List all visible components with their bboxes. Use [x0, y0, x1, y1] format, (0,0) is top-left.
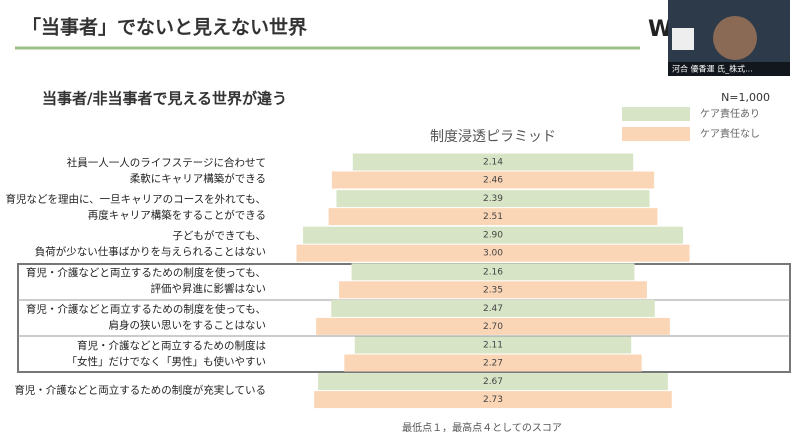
- category-label: 育児・介護などと両立するための制度を使っても、: [26, 266, 266, 279]
- value-label: 2.11: [483, 341, 503, 351]
- sample-size: N=1,000: [721, 91, 770, 104]
- category-label: 育児・介護などと両立するための制度が充実している: [14, 384, 266, 397]
- value-label: 2.47: [483, 304, 503, 314]
- category-label: 再度キャリア構築をすることができる: [88, 209, 266, 222]
- person: [713, 16, 757, 60]
- category-label: 育児などを理由に、一旦キャリアのコースを外れても、: [5, 193, 266, 206]
- category-label: 柔軟にキャリア構築ができる: [130, 172, 266, 185]
- value-label: 2.70: [483, 322, 503, 332]
- bar: [331, 299, 655, 317]
- bar: [336, 190, 650, 208]
- legend-label: ケア責任なし: [700, 127, 760, 140]
- value-label: 2.39: [483, 194, 503, 204]
- value-label: 2.16: [483, 267, 503, 277]
- value-label: 2.14: [483, 158, 503, 168]
- bar: [352, 153, 634, 171]
- slide-subtitle: 当事者/非当事者で見える世界が違う: [42, 90, 287, 108]
- bar: [303, 226, 683, 244]
- name-bar: [668, 62, 790, 76]
- category-label: 子どもができても、: [172, 229, 266, 242]
- category-label: 肩身の狭い思いをすることはない: [109, 318, 267, 331]
- bar: [344, 354, 642, 372]
- legend-swatch: [622, 107, 690, 121]
- slide-title: 「当事者」でないと見えない世界: [22, 16, 307, 39]
- bar: [318, 373, 668, 391]
- bar: [354, 336, 632, 354]
- bar: [316, 317, 670, 335]
- legend-swatch: [622, 127, 690, 141]
- category-label: 評価や昇進に影響はない: [151, 282, 267, 295]
- category-label: 育児・介護などと両立するための制度を使っても、: [26, 302, 266, 315]
- category-label: 負荷が少ない仕事ばかりを与えられることはない: [35, 245, 266, 258]
- bar: [351, 263, 635, 281]
- bar: [296, 244, 690, 262]
- value-label: 2.67: [483, 377, 503, 387]
- bar: [328, 208, 658, 226]
- legend-label: ケア責任あり: [700, 107, 760, 120]
- bar: [331, 171, 655, 189]
- category-label: 育児・介護などと両立するための制度は: [77, 339, 266, 352]
- category-label: 「女性」だけでなく「男性」も使いやすい: [67, 355, 267, 368]
- value-label: 3.00: [483, 249, 503, 259]
- category-label: 社員一人一人のライフステージに合わせて: [67, 156, 266, 169]
- chart-title: 制度浸透ピラミッド: [430, 129, 556, 145]
- value-label: 2.27: [483, 359, 503, 369]
- value-label: 2.90: [483, 231, 503, 241]
- value-label: 2.35: [483, 285, 503, 295]
- bar: [339, 281, 647, 299]
- footnote: 最低点１，最高点４としてのスコア: [402, 421, 562, 434]
- participant-name: 河合 優香運 氏_株式...: [672, 64, 753, 74]
- qr-code: [672, 28, 694, 50]
- value-label: 2.73: [483, 395, 503, 405]
- value-label: 2.51: [483, 212, 503, 222]
- value-label: 2.46: [483, 176, 503, 186]
- bar: [314, 391, 672, 409]
